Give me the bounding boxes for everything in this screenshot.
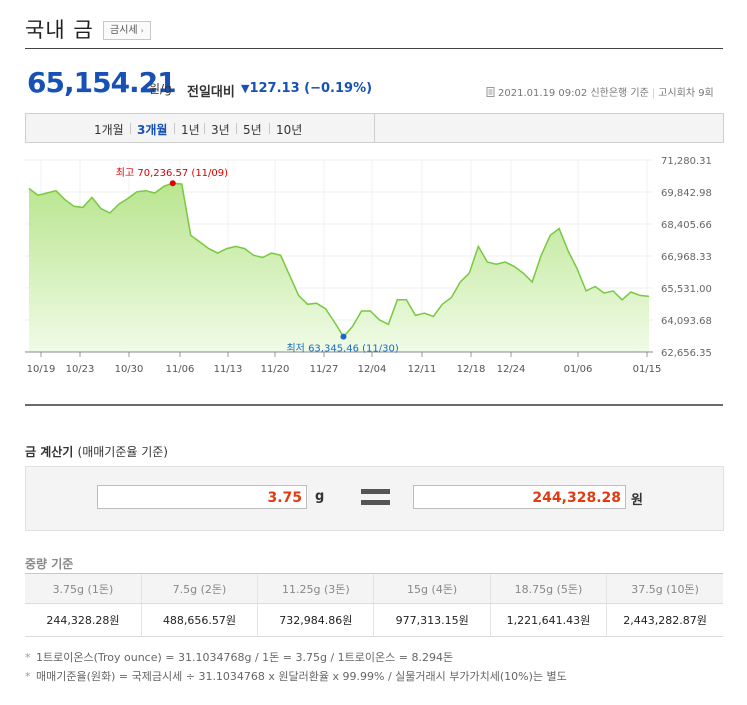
weight-value-cell: 1,221,641.43원 bbox=[489, 603, 607, 637]
min-label: 최저 63,345.46 (11/30) bbox=[286, 343, 398, 355]
weight-header-cell: 11.25g (3돈) bbox=[257, 573, 374, 604]
note-text: 매매기준율(원화) = 국제금시세 ÷ 31.1034768 x 원달러환율 x… bbox=[36, 670, 567, 683]
chevron-right-icon: › bbox=[140, 26, 144, 35]
meta-source: 신한은행 기준 bbox=[590, 88, 649, 99]
y-tick-label: 71,280.31 bbox=[661, 156, 712, 167]
note-troy-ounce: * 1트로이온스(Troy ounce) = 31.1034768g / 1돈 … bbox=[25, 651, 454, 664]
document-icon bbox=[486, 87, 495, 97]
price-unit-label: 원 bbox=[631, 493, 643, 508]
tab-period-1m[interactable]: 1개월 bbox=[94, 123, 124, 137]
tag-label: 금시세 bbox=[110, 25, 138, 36]
x-tick-label: 12/24 bbox=[497, 364, 526, 375]
min-point bbox=[340, 333, 347, 340]
weight-header-cell: 3.75g (1돈) bbox=[25, 573, 142, 604]
price-unit: 원/g bbox=[149, 82, 172, 96]
y-tick-label: 65,531.00 bbox=[661, 284, 712, 295]
max-point bbox=[169, 180, 176, 187]
weight-unit: g bbox=[315, 489, 325, 504]
tab-period-3m[interactable]: 3개월 bbox=[137, 123, 168, 137]
weight-header-cell: 15g (4돈) bbox=[373, 573, 491, 604]
period-bar-divider bbox=[374, 114, 375, 142]
x-tick-label: 10/19 bbox=[27, 364, 56, 375]
y-tick-label: 69,842.98 bbox=[661, 188, 712, 199]
tab-separator bbox=[236, 123, 237, 134]
calculator-box: 3.75 g 244,328.28 원 bbox=[25, 466, 724, 531]
header-divider bbox=[25, 48, 723, 49]
y-tick-label: 66,968.33 bbox=[661, 252, 712, 263]
price-change-value: 127.13 (−0.19%) bbox=[249, 81, 373, 96]
period-tabs: 1개월 3개월 1년 3년 5년 10년 bbox=[25, 113, 724, 143]
weight-header-cell: 18.75g (5돈) bbox=[489, 573, 607, 604]
tab-period-1y[interactable]: 1년 bbox=[181, 123, 200, 137]
price-chart: 71,280.31 69,842.98 68,405.66 66,968.33 65,5… bbox=[25, 152, 723, 382]
x-tick-label: 01/15 bbox=[633, 364, 662, 375]
weight-header-cell: 37.5g (10돈) bbox=[606, 573, 723, 604]
gold-price-tag-button[interactable]: 금시세 › bbox=[103, 21, 151, 40]
tab-separator bbox=[204, 123, 205, 134]
weight-table-header: 3.75g (1돈) 7.5g (2돈) 11.25g (3돈) 15g (4돈… bbox=[25, 573, 723, 604]
weight-value-cell: 244,328.28원 bbox=[25, 603, 142, 637]
weight-value-cell: 2,443,282.87원 bbox=[606, 603, 723, 637]
series-area bbox=[29, 183, 649, 352]
weight-table: 3.75g (1돈) 7.5g (2돈) 11.25g (3돈) 15g (4돈… bbox=[25, 573, 723, 637]
tab-period-10y[interactable]: 10년 bbox=[276, 123, 303, 137]
weight-value-cell: 488,656.57원 bbox=[140, 603, 258, 637]
down-triangle-icon: ▼ bbox=[241, 82, 250, 95]
x-tick-label: 11/13 bbox=[214, 364, 243, 375]
price-input[interactable]: 244,328.28 bbox=[413, 485, 626, 509]
y-tick-label: 64,093.68 bbox=[661, 316, 712, 327]
y-tick-label: 62,656.35 bbox=[661, 348, 712, 359]
tab-separator bbox=[269, 123, 270, 134]
x-tick-label: 12/18 bbox=[457, 364, 486, 375]
meta-datetime: 2021.01.19 09:02 bbox=[498, 88, 588, 99]
price-chart-svg: 71,280.31 69,842.98 68,405.66 66,968.33 65,5… bbox=[25, 156, 712, 375]
x-tick-label: 11/06 bbox=[166, 364, 195, 375]
tab-period-3y[interactable]: 3년 bbox=[211, 123, 230, 137]
series-line bbox=[28, 182, 650, 338]
compare-label: 전일대비 bbox=[187, 85, 235, 100]
x-tick-label: 01/06 bbox=[564, 364, 593, 375]
price-meta: 2021.01.19 09:02 신한은행 기준 | 고시회차 9회 bbox=[486, 84, 714, 99]
x-tick-label: 11/20 bbox=[261, 364, 290, 375]
price-change: ▼127.13 (−0.19%) bbox=[241, 81, 372, 96]
x-tick-label: 12/11 bbox=[408, 364, 437, 375]
weight-header-cell: 7.5g (2돈) bbox=[140, 573, 258, 604]
equals-icon bbox=[361, 489, 390, 506]
y-tick-label: 68,405.66 bbox=[661, 220, 712, 231]
tab-separator bbox=[130, 123, 131, 134]
x-tick-label: 12/04 bbox=[358, 364, 387, 375]
note-exchange-rate: * 매매기준율(원화) = 국제금시세 ÷ 31.1034768 x 원달러환율… bbox=[25, 670, 567, 683]
tab-period-5y[interactable]: 5년 bbox=[243, 123, 262, 137]
tab-separator bbox=[174, 123, 175, 134]
weight-input[interactable]: 3.75 bbox=[97, 485, 307, 509]
weight-value-cell: 977,313.15원 bbox=[373, 603, 491, 637]
weight-table-title: 중량 기준 bbox=[25, 557, 74, 571]
weight-value-cell: 732,984.86원 bbox=[257, 603, 374, 637]
calculator-title: 금 계산기 (매매기준율 기준) bbox=[25, 443, 168, 460]
x-tick-label: 10/23 bbox=[66, 364, 95, 375]
current-price: 65,154.21 bbox=[27, 66, 177, 99]
section-divider bbox=[25, 404, 723, 406]
note-text: 1트로이온스(Troy ounce) = 31.1034768g / 1돈 = … bbox=[36, 651, 454, 664]
page-title: 국내 금 bbox=[25, 18, 94, 42]
x-tick-label: 11/27 bbox=[310, 364, 339, 375]
table-row: 244,328.28원 488,656.57원 732,984.86원 977,… bbox=[25, 603, 723, 637]
calculator-subtitle: (매매기준율 기준) bbox=[77, 445, 168, 459]
calculator-title-text: 금 계산기 bbox=[25, 445, 74, 459]
x-tick-label: 10/30 bbox=[115, 364, 144, 375]
max-label: 최고 70,236.57 (11/09) bbox=[116, 167, 228, 179]
meta-notice: 고시회차 9회 bbox=[658, 88, 714, 99]
